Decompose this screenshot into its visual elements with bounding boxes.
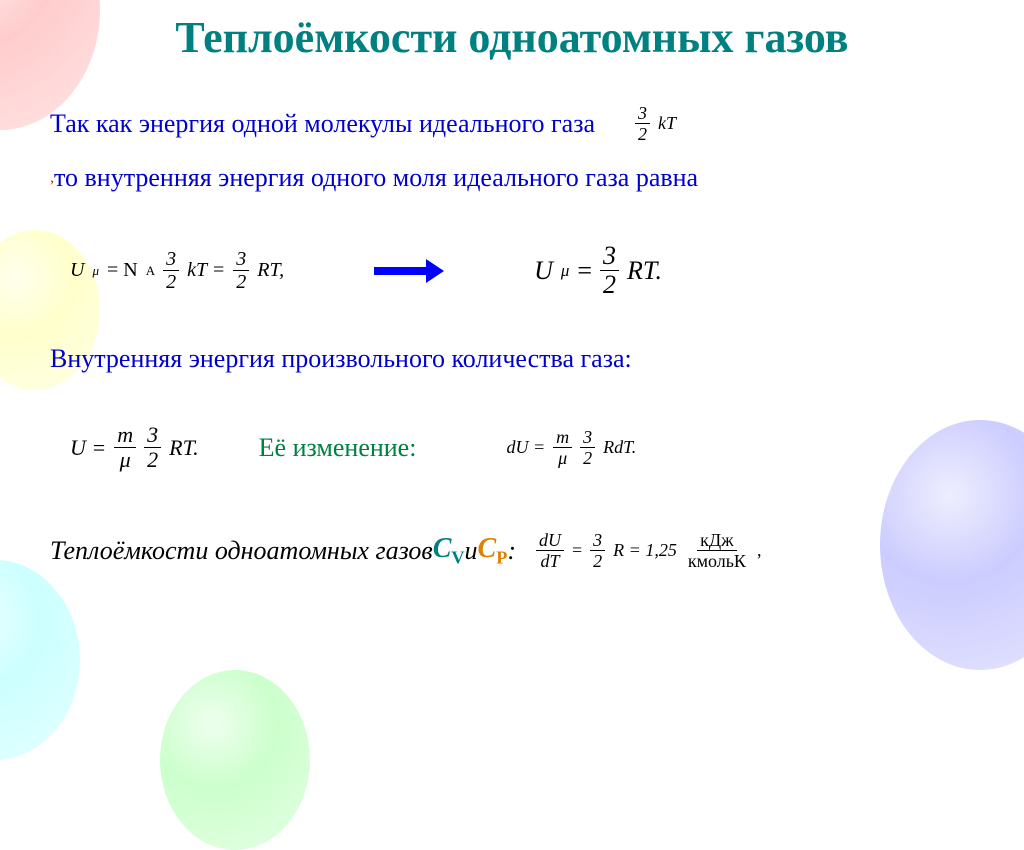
slide-title: Теплоёмкости одноатомных газов	[0, 0, 1024, 62]
equation-heat-capacity: dUdT = 32 R = 1,25 кДжкмольК ,	[536, 531, 761, 570]
equation-internal-energy-mass: U = mμ 32 RT.	[70, 424, 199, 471]
balloon-decoration	[0, 560, 80, 760]
body-text: Её изменение:	[259, 433, 417, 463]
equation-energy-molecule: 32 kT	[635, 104, 676, 143]
body-text: :	[507, 536, 516, 566]
arrow-icon	[374, 264, 444, 278]
symbol-cp: CP	[478, 533, 508, 569]
balloon-decoration	[160, 670, 310, 850]
equation-internal-energy-derivation: Uμ = NA 32 kT = 32 RT,	[70, 249, 284, 292]
body-text: и	[465, 536, 478, 566]
equation-internal-energy-mole: Uμ = 32 RT.	[534, 243, 662, 298]
body-text: Внутренняя энергия произвольного количес…	[50, 344, 632, 374]
symbol-cv: CV	[433, 533, 465, 569]
body-text: то внутренняя энергия одного моля идеаль…	[54, 163, 698, 193]
body-text: Теплоёмкости одноатомных газов	[50, 536, 433, 566]
equation-du: dU = mμ 32 RdT.	[506, 428, 636, 467]
body-text: Так как энергия одной молекулы идеальног…	[50, 109, 595, 139]
